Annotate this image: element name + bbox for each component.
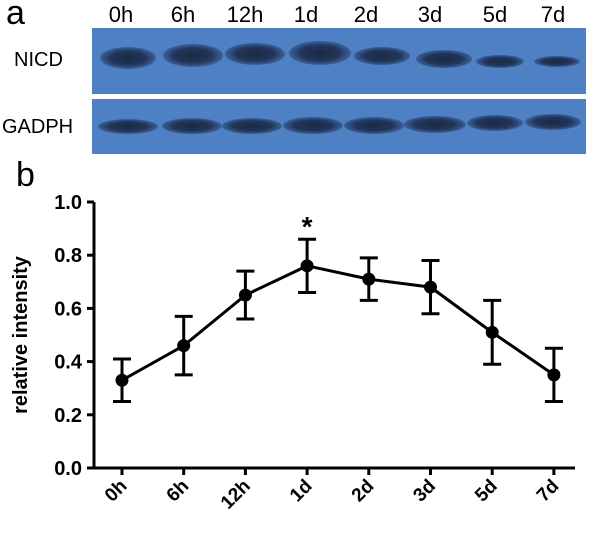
panel-b-label: b: [16, 156, 35, 194]
x-tick-label: 3d: [409, 476, 440, 507]
x-tick-label: 12h: [217, 476, 255, 514]
lane-label: 1d: [293, 2, 319, 27]
nicd-band: [476, 55, 524, 68]
nicd-band: [534, 56, 580, 67]
series-line: [121, 264, 555, 382]
data-point: [238, 288, 252, 302]
gadph-band: [162, 118, 222, 134]
nicd-band: [354, 47, 410, 65]
x-tick-label: 1d: [286, 476, 317, 507]
y-tick-label: 0.6: [54, 298, 82, 320]
gadph-band: [467, 115, 523, 131]
data-point: [485, 325, 499, 339]
row-label-gadph: GADPH: [2, 116, 74, 138]
y-tick-label: 0.4: [54, 352, 83, 374]
data-point: [177, 339, 191, 353]
nicd-band: [416, 50, 472, 68]
x-tick-label: 0h: [101, 476, 132, 507]
lane-label: 0h: [108, 2, 134, 27]
data-point: [115, 373, 129, 387]
x-tick-label: 2d: [348, 476, 379, 507]
y-tick-label: 0.2: [54, 405, 82, 427]
gadph-band: [98, 119, 158, 134]
gadph-band: [222, 118, 282, 134]
y-axis-label: relative intensity: [10, 255, 32, 414]
lane-label: 3d: [417, 2, 443, 27]
gadph-band: [525, 114, 581, 130]
data-point: [547, 368, 561, 382]
x-tick-label: 7d: [533, 476, 564, 507]
lane-label: 6h: [170, 2, 196, 27]
gadph-band: [344, 117, 404, 134]
gadph-blot-image: [92, 99, 586, 154]
nicd-band: [100, 47, 156, 69]
x-tick-label: 6h: [163, 476, 194, 507]
row-label-nicd: NICD: [14, 49, 63, 71]
y-tick-label: 0.0: [54, 458, 82, 480]
nicd-blot-image: [92, 28, 586, 94]
y-tick-label: 1.0: [54, 192, 82, 214]
nicd-band: [289, 41, 351, 65]
x-tick-label: 5d: [471, 476, 502, 507]
y-tick-label: 0.8: [54, 245, 82, 267]
significance-marker: *: [302, 211, 313, 242]
panel-a-label: a: [6, 0, 25, 32]
nicd-band: [163, 44, 223, 67]
lane-label: 12h: [226, 2, 264, 27]
lane-label: 5d: [482, 2, 508, 27]
nicd-band: [225, 43, 285, 65]
lane-label: 7d: [540, 2, 566, 27]
lane-label: 2d: [353, 2, 379, 27]
gadph-band: [283, 117, 343, 134]
data-point: [424, 280, 437, 294]
data-point: [362, 272, 376, 286]
data-point: [300, 259, 314, 273]
gadph-band: [404, 116, 466, 133]
